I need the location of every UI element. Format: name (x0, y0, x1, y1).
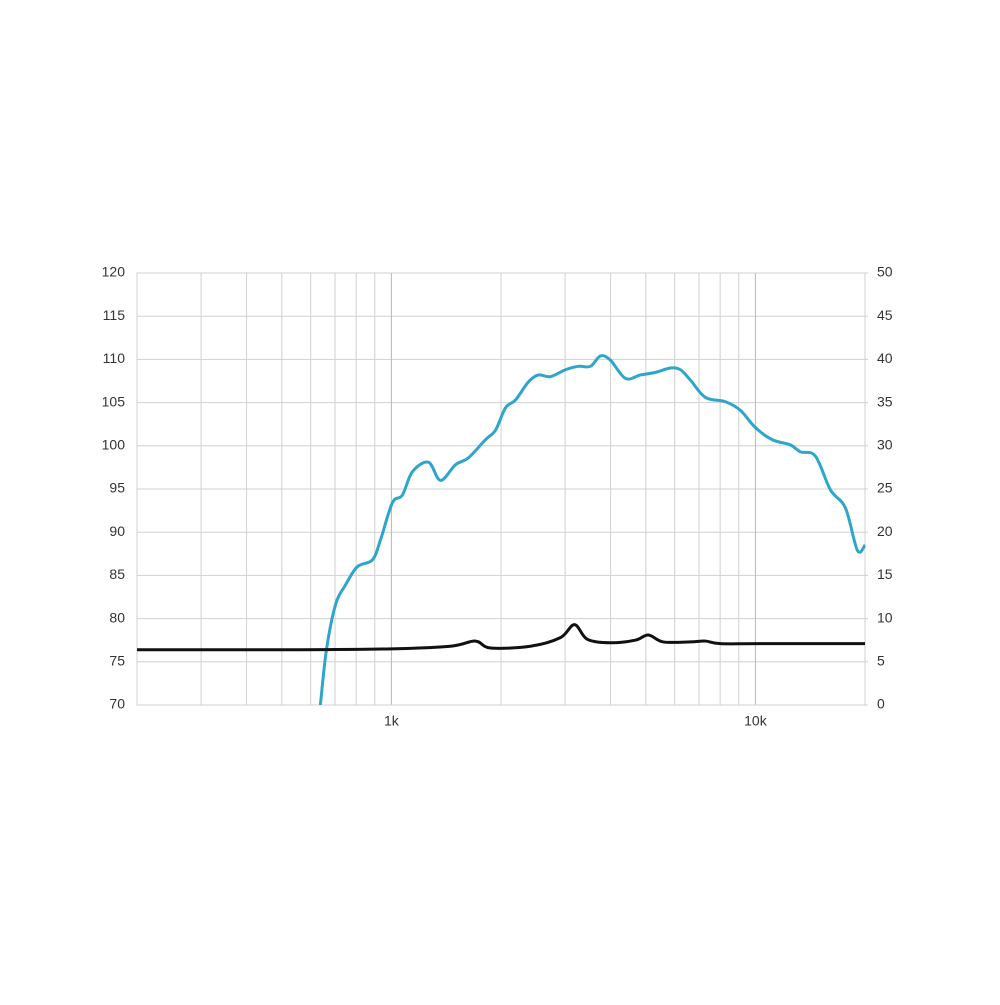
y-tick-label: 90 (109, 523, 125, 539)
y-tick-label: 85 (109, 566, 125, 582)
y2-tick-label: 15 (877, 566, 893, 582)
y-tick-label: 80 (109, 609, 125, 625)
y-tick-label: 100 (102, 437, 126, 453)
y-tick-label: 75 (109, 653, 125, 669)
y2-tick-label: 0 (877, 696, 885, 712)
y2-tick-label: 45 (877, 307, 893, 323)
y-tick-label: 105 (102, 393, 126, 409)
x-tick-label: 10k (744, 713, 768, 729)
y2-tick-label: 40 (877, 350, 893, 366)
x-tick-label: 1k (384, 713, 400, 729)
plot-border (136, 272, 866, 706)
y2-tick-label: 25 (877, 480, 893, 496)
y2-tick-label: 10 (877, 609, 893, 625)
y2-tick-label: 30 (877, 437, 893, 453)
y-tick-label: 70 (109, 696, 125, 712)
series-line (318, 354, 867, 706)
y2-tick-label: 20 (877, 523, 893, 539)
y2-tick-label: 5 (877, 653, 885, 669)
y-tick-label: 115 (103, 307, 126, 323)
y2-tick-label: 50 (877, 264, 893, 280)
y-tick-label: 110 (103, 350, 126, 366)
series-line (136, 623, 865, 652)
y-tick-label: 95 (109, 480, 125, 496)
y-tick-label: 120 (102, 264, 126, 280)
y2-tick-label: 35 (877, 393, 893, 409)
